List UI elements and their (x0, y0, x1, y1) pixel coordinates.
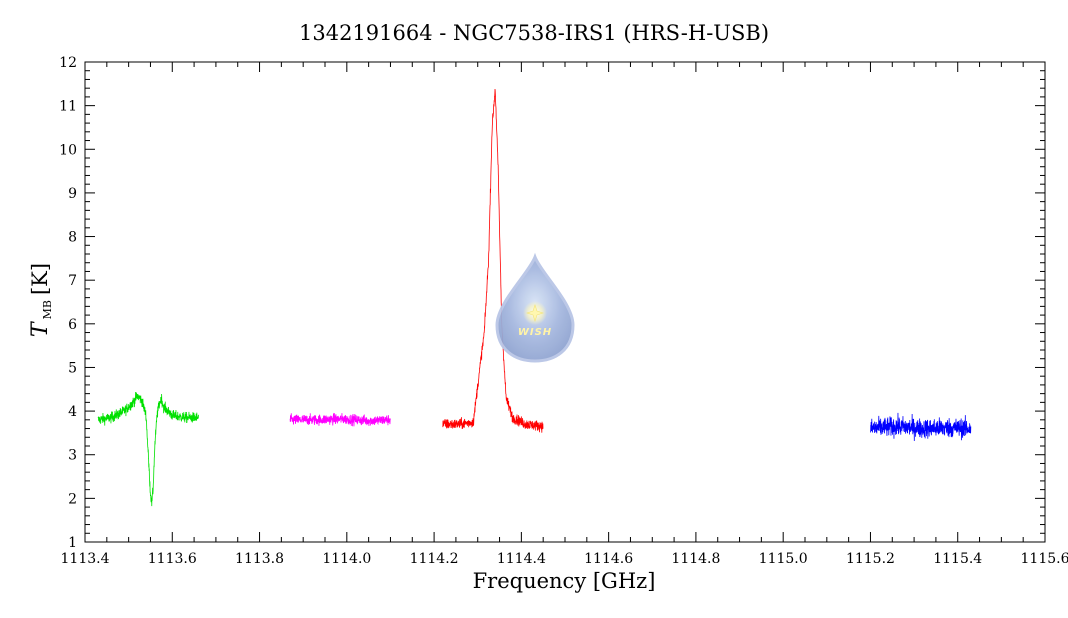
x-tick-label: 1114.2 (410, 551, 459, 567)
y-axis-unit: [K] (28, 263, 52, 295)
x-tick-label: 1114.4 (497, 551, 546, 567)
spectrum-series (97, 89, 972, 507)
y-tick-label: 11 (59, 99, 77, 115)
x-tick-label: 1114.6 (584, 551, 633, 567)
spectrum-series-line (289, 412, 391, 427)
x-tick-label: 1113.8 (235, 551, 284, 567)
y-tick-label: 12 (59, 55, 77, 71)
x-tick-label: 1115.6 (1021, 551, 1068, 567)
y-tick-label: 3 (68, 448, 77, 464)
x-axis-label: Frequency [GHz] (473, 569, 656, 593)
y-axis-subscript: MB (41, 300, 54, 319)
spectrum-series-line (442, 89, 544, 433)
wish-logo: WISH (495, 252, 575, 363)
y-tick-label: 5 (68, 360, 77, 376)
chart-title: 1342191664 - NGC7538-IRS1 (HRS-H-USB) (299, 21, 769, 45)
y-tick-label: 9 (68, 186, 77, 202)
y-axis-symbol: T (28, 320, 53, 337)
x-axis: 1113.4 1113.6 1113.8 1114.0 1114.2 1114.4 1114… (61, 62, 1068, 567)
y-tick-label: 4 (68, 404, 77, 420)
x-tick-label: 1115.4 (933, 551, 982, 567)
y-tick-label: 7 (68, 273, 77, 289)
y-tick-label: 1 (68, 535, 77, 551)
spectrum-series-line (97, 391, 199, 507)
x-tick-label: 1113.6 (148, 551, 197, 567)
x-tick-label: 1115.0 (759, 551, 808, 567)
y-tick-label: 2 (68, 491, 77, 507)
y-axis-label: TMB [K] (28, 263, 54, 337)
y-tick-label: 6 (68, 317, 77, 333)
y-tick-label: 10 (59, 142, 77, 158)
wish-logo-text: WISH (518, 327, 552, 338)
x-tick-label: 1113.4 (61, 551, 110, 567)
x-tick-label: 1114.0 (322, 551, 371, 567)
y-tick-label: 8 (68, 230, 77, 246)
spectrum-series-line (870, 412, 972, 441)
x-tick-label: 1115.2 (846, 551, 895, 567)
x-tick-label: 1114.8 (671, 551, 720, 567)
svg-text:TMB[K]: TMB [K] (28, 263, 54, 337)
